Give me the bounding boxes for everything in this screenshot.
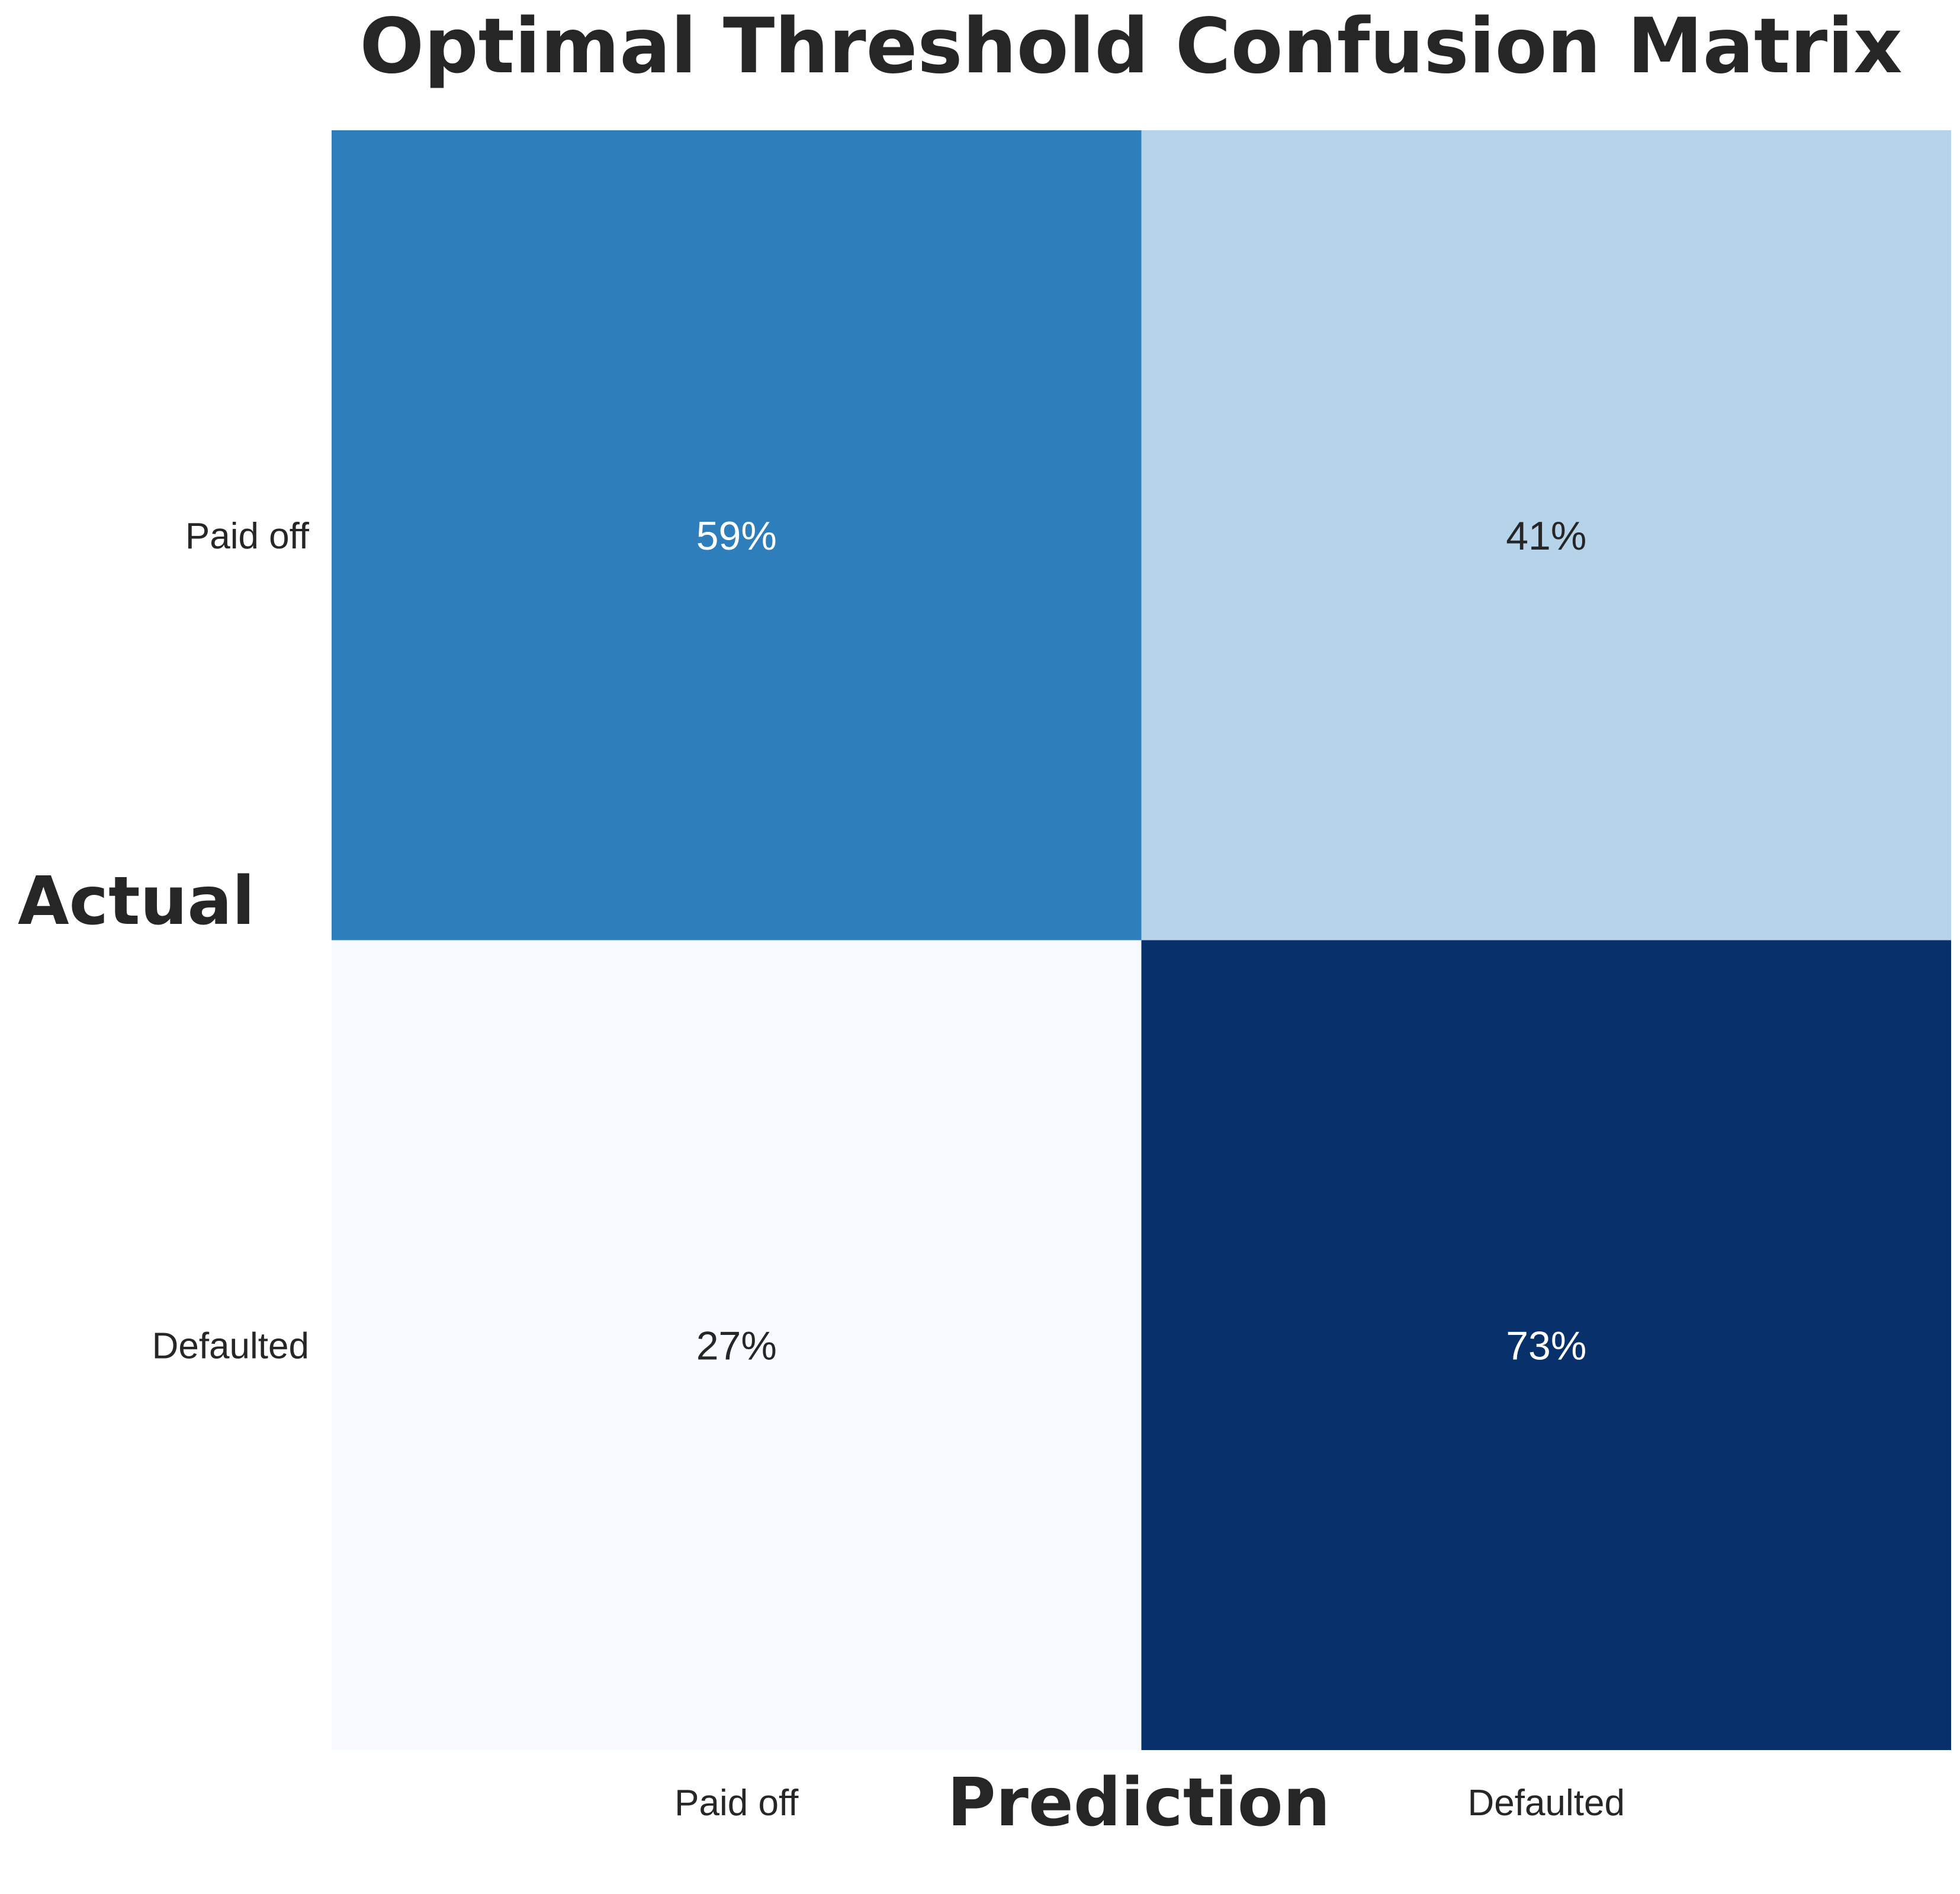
- cell-value-label-0-1: 41%: [1506, 513, 1586, 558]
- cell-value-label-1-0: 27%: [696, 1323, 777, 1368]
- heatmap-cell-1-0: [332, 940, 1142, 1750]
- heatmap-cells: [332, 130, 1951, 1750]
- y-tick-labels: Paid off Defaulted: [152, 516, 310, 1367]
- cell-value-label-0-0: 59%: [696, 513, 777, 558]
- y-axis-title: Actual: [18, 863, 255, 940]
- heatmap-cell-0-0: [332, 130, 1142, 940]
- x-tick-label: Defaulted: [1468, 1783, 1625, 1824]
- y-tick-label: Defaulted: [152, 1325, 309, 1366]
- x-tick-labels: Paid off Defaulted: [674, 1783, 1625, 1824]
- cell-value-label-1-1: 73%: [1506, 1323, 1586, 1368]
- x-tick-label: Paid off: [674, 1783, 799, 1824]
- x-axis-title: Prediction: [947, 1764, 1331, 1841]
- y-tick-label: Paid off: [185, 516, 310, 557]
- heatmap-cell-0-1: [1141, 130, 1951, 940]
- chart-title: Optimal Threshold Confusion Matrix: [359, 2, 1902, 91]
- heatmap-cell-1-1: [1141, 940, 1951, 1750]
- heatmap-cell-labels: 59% 41% 27% 73%: [696, 513, 1587, 1369]
